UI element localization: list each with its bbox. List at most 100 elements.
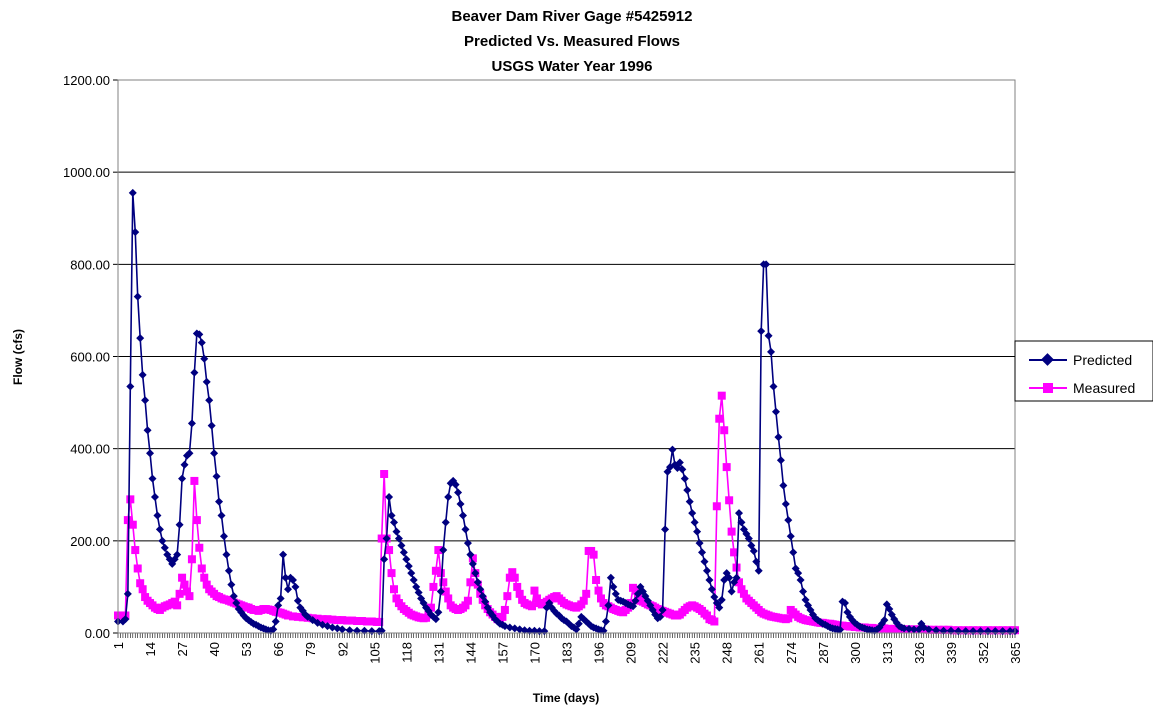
data-point-predicted: [757, 327, 766, 336]
data-point-measured: [717, 391, 726, 400]
data-point-predicted: [880, 616, 889, 625]
x-tick-label: 352: [976, 642, 991, 664]
data-point-predicted: [439, 546, 448, 555]
data-point-predicted: [717, 595, 726, 604]
x-tick-label: 79: [303, 642, 318, 656]
data-point-predicted: [606, 573, 615, 582]
x-tick-label: 222: [656, 642, 671, 664]
data-point-measured: [715, 414, 724, 423]
data-point-measured: [426, 603, 435, 612]
x-tick-label: 287: [816, 642, 831, 664]
data-point-measured: [510, 573, 519, 582]
data-point-predicted: [402, 555, 411, 564]
data-point-predicted: [540, 627, 549, 636]
data-point-predicted: [123, 589, 132, 598]
data-point-predicted: [454, 488, 463, 497]
data-point-predicted: [710, 593, 719, 602]
x-tick-label: 170: [527, 642, 542, 664]
data-point-measured: [530, 586, 539, 595]
x-tick-label: 53: [239, 642, 254, 656]
data-point-measured: [128, 520, 137, 529]
data-point-predicted: [232, 599, 241, 608]
data-point-measured: [784, 614, 793, 623]
data-point-predicted: [776, 456, 785, 465]
data-point-predicted: [471, 569, 480, 578]
x-tick-label: 14: [143, 642, 158, 656]
data-point-measured: [357, 617, 366, 626]
data-point-measured: [727, 527, 736, 536]
data-point-predicted: [197, 338, 206, 347]
data-point-predicted: [143, 426, 152, 435]
data-point-predicted: [444, 493, 453, 502]
data-point-predicted: [754, 566, 763, 575]
data-point-predicted: [700, 557, 709, 566]
data-point-measured: [720, 426, 729, 435]
data-point-measured: [377, 534, 386, 543]
data-point-measured: [183, 587, 191, 596]
data-point-measured: [508, 568, 517, 577]
data-point-measured: [739, 589, 748, 598]
data-point-measured: [725, 496, 734, 505]
data-point-predicted: [520, 626, 529, 635]
data-point-measured: [123, 516, 132, 525]
data-point-measured: [631, 586, 640, 595]
data-point-predicted: [131, 228, 140, 237]
data-point-predicted: [328, 623, 337, 632]
data-point-predicted: [407, 569, 416, 578]
data-point-predicted: [794, 569, 803, 578]
data-point-measured: [138, 585, 147, 594]
data-point-predicted: [796, 576, 805, 585]
series-line-predicted: [118, 192, 1015, 632]
data-point-predicted: [153, 511, 162, 520]
data-point-measured: [737, 585, 746, 594]
x-axis-title: Time (days): [533, 691, 599, 705]
data-point-predicted: [685, 497, 694, 506]
data-point-predicted: [150, 493, 159, 502]
data-point-predicted: [397, 541, 406, 550]
data-point-measured: [313, 614, 322, 623]
y-tick-label: 600.00: [70, 350, 110, 365]
data-point-predicted: [382, 534, 391, 543]
data-point-measured: [466, 578, 475, 587]
data-point-measured: [444, 594, 453, 603]
y-axis-ticks: 0.00 200.00 400.00 600.00 800.00 1000.00 1200.…: [63, 73, 118, 641]
data-point-measured: [498, 612, 507, 621]
data-point-predicted: [138, 370, 147, 379]
data-point-predicted: [128, 188, 137, 197]
data-point-measured: [505, 573, 514, 582]
data-point-measured: [735, 578, 743, 587]
data-point-measured: [298, 613, 307, 622]
x-tick-label: 157: [495, 642, 510, 664]
data-point-measured: [597, 594, 605, 603]
data-point-predicted: [769, 382, 778, 391]
x-axis-ticks: 1 14 27 40 53 66 79 92 105 118 131 144 157 170 183 196 2…: [111, 633, 1023, 664]
data-point-measured: [353, 617, 362, 626]
data-point-predicted: [385, 493, 394, 502]
data-point-predicted: [212, 472, 221, 481]
data-point-measured: [190, 476, 199, 485]
data-point-predicted: [609, 582, 618, 591]
y-tick-label: 0.00: [85, 626, 110, 641]
data-point-measured: [429, 582, 438, 591]
x-tick-label: 1: [111, 642, 126, 649]
chart-title-line-2: Predicted Vs. Measured Flows: [464, 33, 680, 50]
x-tick-label: 131: [431, 642, 446, 664]
data-point-predicted: [461, 525, 470, 534]
data-point-measured: [431, 566, 440, 575]
gridlines: [118, 79, 1015, 634]
data-point-predicted: [786, 532, 795, 541]
data-point-predicted: [737, 518, 746, 527]
legend-predicted-label: Predicted: [1073, 352, 1132, 368]
data-point-predicted: [762, 260, 771, 269]
data-point-predicted: [688, 509, 697, 518]
data-point-predicted: [767, 347, 776, 356]
data-point-measured: [890, 624, 899, 633]
x-tick-marks: [117, 633, 1016, 638]
data-point-predicted: [732, 573, 741, 582]
data-point-predicted: [656, 612, 665, 621]
data-point-predicted: [219, 532, 228, 541]
x-tick-label: 300: [848, 642, 863, 664]
data-point-measured: [328, 615, 337, 624]
x-tick-label: 209: [624, 642, 639, 664]
data-point-predicted: [683, 486, 692, 495]
